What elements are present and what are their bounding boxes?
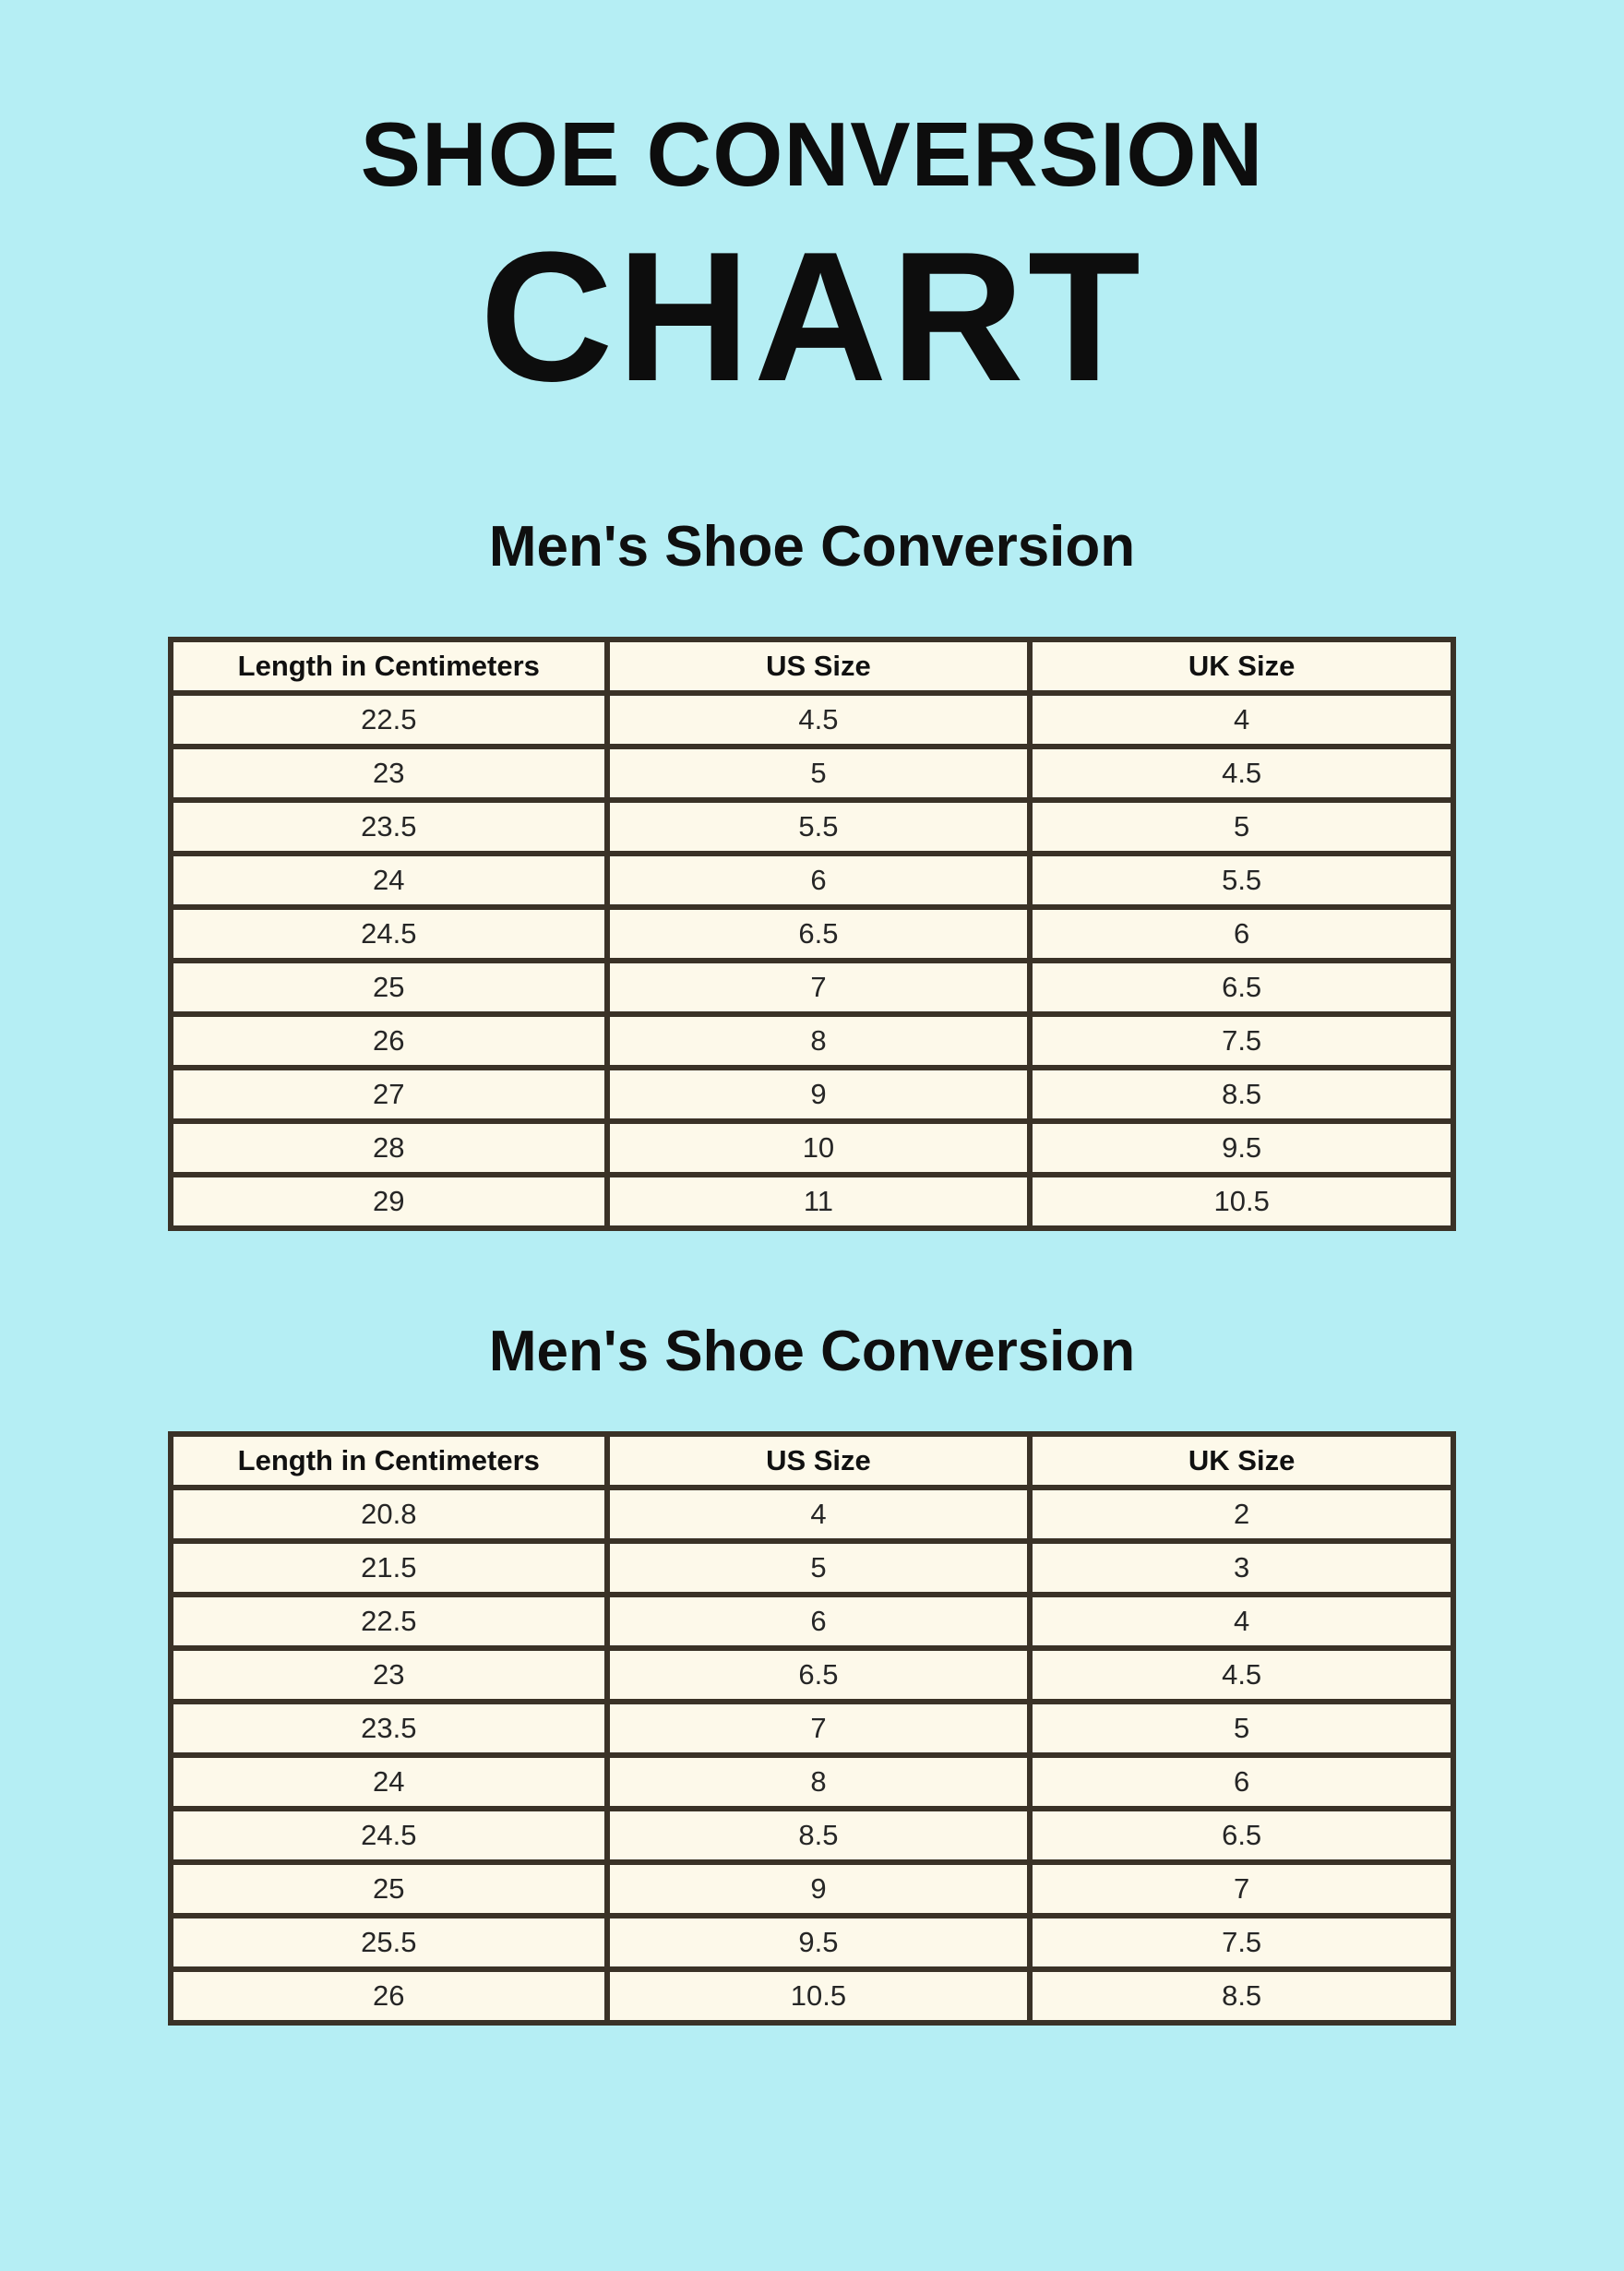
- table-cell: 11: [603, 1172, 1033, 1231]
- table-row: 27 9 8.5: [168, 1065, 1456, 1124]
- table-row: 23 6.5 4.5: [168, 1645, 1456, 1704]
- table-cell: 6.5: [603, 1645, 1033, 1704]
- column-header: Length in Centimeters: [168, 637, 610, 696]
- table-cell: 7.5: [1027, 1913, 1456, 1972]
- table-cell: 4: [603, 1485, 1033, 1544]
- table-cell: 26: [168, 1011, 610, 1070]
- table-row: 26 10.5 8.5: [168, 1966, 1456, 2026]
- table-cell: 7.5: [1027, 1011, 1456, 1070]
- mens-shoe-conversion-table-1: Length in Centimeters US Size UK Size 22.5…: [168, 637, 1456, 1231]
- table-cell: 5: [603, 1538, 1033, 1597]
- table-row: 23.5 5.5 5: [168, 797, 1456, 856]
- column-header: UK Size: [1027, 1431, 1456, 1490]
- table-row: 22.5 4.5 4: [168, 690, 1456, 749]
- table-cell: 8.5: [1027, 1065, 1456, 1124]
- column-header: US Size: [603, 637, 1033, 696]
- table-cell: 23.5: [168, 1699, 610, 1758]
- table-cell: 4: [1027, 1592, 1456, 1651]
- table-cell: 28: [168, 1118, 610, 1177]
- header-row: Length in Centimeters US Size UK Size: [168, 637, 1456, 696]
- table-cell: 6: [1027, 904, 1456, 963]
- table-cell: 8: [603, 1011, 1033, 1070]
- table-row: 28 10 9.5: [168, 1118, 1456, 1177]
- table-row: 24 6 5.5: [168, 851, 1456, 910]
- table-cell: 24: [168, 851, 610, 910]
- table-cell: 8.5: [1027, 1966, 1456, 2026]
- table-cell: 9: [603, 1859, 1033, 1918]
- column-header: UK Size: [1027, 637, 1456, 696]
- table-cell: 6.5: [603, 904, 1033, 963]
- table-row: 23.5 7 5: [168, 1699, 1456, 1758]
- table-cell: 25.5: [168, 1913, 610, 1972]
- table-row: 24.5 6.5 6: [168, 904, 1456, 963]
- table-row: 26 8 7.5: [168, 1011, 1456, 1070]
- table-cell: 24.5: [168, 1806, 610, 1865]
- table-row: 21.5 5 3: [168, 1538, 1456, 1597]
- table-cell: 10: [603, 1118, 1033, 1177]
- table-cell: 5.5: [603, 797, 1033, 856]
- table-cell: 9.5: [1027, 1118, 1456, 1177]
- table-cell: 24: [168, 1752, 610, 1811]
- table-cell: 8: [603, 1752, 1033, 1811]
- table-row: 29 11 10.5: [168, 1172, 1456, 1231]
- table-cell: 3: [1027, 1538, 1456, 1597]
- table-cell: 5: [1027, 1699, 1456, 1758]
- table-cell: 7: [1027, 1859, 1456, 1918]
- column-header: US Size: [603, 1431, 1033, 1490]
- table-row: 25.5 9.5 7.5: [168, 1913, 1456, 1972]
- poster-page: SHOE CONVERSION CHART Men's Shoe Convers…: [0, 109, 1624, 2271]
- table-row: 22.5 6 4: [168, 1592, 1456, 1651]
- section-title-table1: Men's Shoe Conversion: [488, 515, 1136, 579]
- table-cell: 5: [603, 744, 1033, 803]
- table-cell: 29: [168, 1172, 610, 1231]
- table-cell: 6: [1027, 1752, 1456, 1811]
- table-cell: 21.5: [168, 1538, 610, 1597]
- table-cell: 27: [168, 1065, 610, 1124]
- table-cell: 6.5: [1027, 1806, 1456, 1865]
- header-row: Length in Centimeters US Size UK Size: [168, 1431, 1456, 1490]
- table-cell: 7: [603, 958, 1033, 1017]
- table-cell: 20.8: [168, 1485, 610, 1544]
- table-cell: 10.5: [1027, 1172, 1456, 1231]
- table-cell: 8.5: [603, 1806, 1033, 1865]
- table-cell: 9.5: [603, 1913, 1033, 1972]
- table-cell: 6.5: [1027, 958, 1456, 1017]
- mens-shoe-conversion-table-2: Length in Centimeters US Size UK Size 20.8…: [168, 1431, 1456, 2026]
- table-cell: 23: [168, 744, 610, 803]
- table-cell: 22.5: [168, 1592, 610, 1651]
- table-cell: 22.5: [168, 690, 610, 749]
- table-cell: 10.5: [603, 1966, 1033, 2026]
- table-cell: 2: [1027, 1485, 1456, 1544]
- table-cell: 6: [603, 1592, 1033, 1651]
- table-cell: 9: [603, 1065, 1033, 1124]
- table-cell: 4.5: [1027, 1645, 1456, 1704]
- table-row: 24 8 6: [168, 1752, 1456, 1811]
- table-row: 20.8 4 2: [168, 1485, 1456, 1544]
- table-cell: 7: [603, 1699, 1033, 1758]
- table-row: 25 9 7: [168, 1859, 1456, 1918]
- table-row: 25 7 6.5: [168, 958, 1456, 1017]
- table-row: 24.5 8.5 6.5: [168, 1806, 1456, 1865]
- table-row: 23 5 4.5: [168, 744, 1456, 803]
- table-cell: 25: [168, 1859, 610, 1918]
- column-header: Length in Centimeters: [168, 1431, 610, 1490]
- table-cell: 4: [1027, 690, 1456, 749]
- table-cell: 5: [1027, 797, 1456, 856]
- table-cell: 26: [168, 1966, 610, 2026]
- table-cell: 23: [168, 1645, 610, 1704]
- main-title-line2: CHART: [480, 214, 1144, 420]
- table-cell: 6: [603, 851, 1033, 910]
- table-cell: 25: [168, 958, 610, 1017]
- main-title-line1: SHOE CONVERSION: [360, 103, 1264, 205]
- table-cell: 23.5: [168, 797, 610, 856]
- table-cell: 24.5: [168, 904, 610, 963]
- table-cell: 5.5: [1027, 851, 1456, 910]
- table-cell: 4.5: [603, 690, 1033, 749]
- table-cell: 4.5: [1027, 744, 1456, 803]
- section-title-table2: Men's Shoe Conversion: [488, 1320, 1136, 1383]
